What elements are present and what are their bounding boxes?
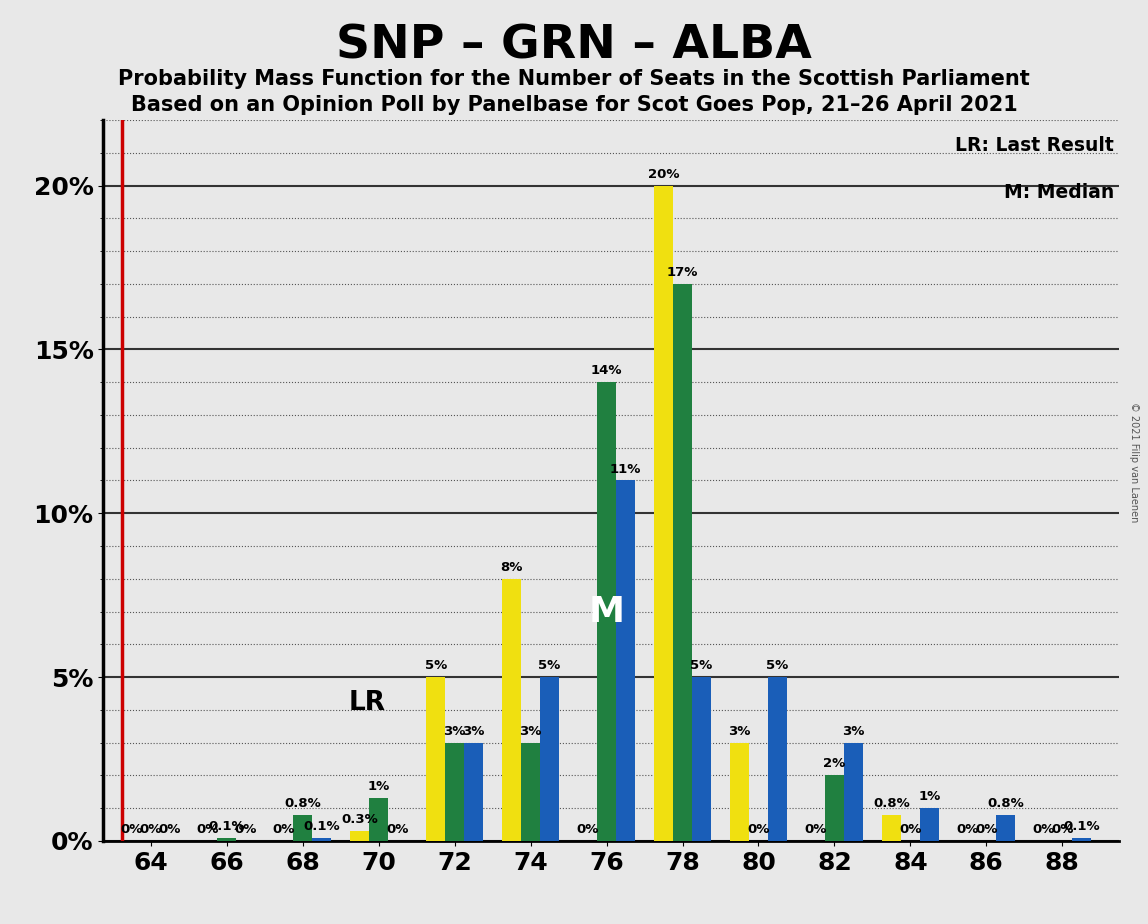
Text: 3%: 3%	[443, 724, 466, 737]
Bar	[768, 677, 788, 841]
Bar	[597, 383, 616, 841]
Bar	[370, 798, 388, 841]
Text: 3%: 3%	[843, 724, 864, 737]
Text: Based on an Opinion Poll by Panelbase for Scot Goes Pop, 21–26 April 2021: Based on an Opinion Poll by Panelbase fo…	[131, 95, 1017, 116]
Text: 0%: 0%	[576, 823, 599, 836]
Text: 0%: 0%	[140, 823, 162, 836]
Text: 0.1%: 0.1%	[303, 820, 340, 833]
Bar	[844, 743, 863, 841]
Text: 5%: 5%	[538, 659, 560, 672]
Text: 0.3%: 0.3%	[341, 813, 378, 826]
Bar	[445, 743, 464, 841]
Bar	[217, 837, 236, 841]
Text: 3%: 3%	[519, 724, 542, 737]
Text: 0.8%: 0.8%	[987, 796, 1024, 809]
Bar	[882, 815, 901, 841]
Text: 1%: 1%	[367, 781, 390, 794]
Text: 0.1%: 0.1%	[209, 820, 245, 833]
Text: 0%: 0%	[805, 823, 827, 836]
Text: 11%: 11%	[610, 463, 642, 476]
Text: SNP – GRN – ALBA: SNP – GRN – ALBA	[336, 23, 812, 68]
Bar	[1072, 837, 1091, 841]
Bar	[825, 775, 844, 841]
Text: M: M	[589, 594, 625, 628]
Text: 0%: 0%	[121, 823, 144, 836]
Text: 0%: 0%	[1032, 823, 1055, 836]
Text: 0%: 0%	[1052, 823, 1073, 836]
Text: 0%: 0%	[899, 823, 922, 836]
Text: 2%: 2%	[823, 758, 846, 771]
Bar	[350, 831, 370, 841]
Text: 1%: 1%	[918, 790, 940, 803]
Text: 0%: 0%	[272, 823, 295, 836]
Text: 0.8%: 0.8%	[285, 796, 321, 809]
Text: 17%: 17%	[667, 266, 698, 279]
Bar	[730, 743, 748, 841]
Text: 0%: 0%	[158, 823, 181, 836]
Text: 3%: 3%	[463, 724, 484, 737]
Text: 0%: 0%	[234, 823, 257, 836]
Bar	[540, 677, 559, 841]
Bar	[426, 677, 445, 841]
Bar	[920, 808, 939, 841]
Text: 0%: 0%	[747, 823, 769, 836]
Bar	[692, 677, 711, 841]
Bar	[995, 815, 1015, 841]
Bar	[312, 837, 332, 841]
Text: 3%: 3%	[728, 724, 751, 737]
Text: 0%: 0%	[387, 823, 409, 836]
Text: 14%: 14%	[591, 364, 622, 377]
Text: © 2021 Filip van Laenen: © 2021 Filip van Laenen	[1130, 402, 1139, 522]
Text: 5%: 5%	[425, 659, 447, 672]
Text: LR: Last Result: LR: Last Result	[955, 136, 1115, 155]
Bar	[654, 186, 673, 841]
Text: 8%: 8%	[501, 561, 522, 574]
Bar	[616, 480, 635, 841]
Bar	[464, 743, 483, 841]
Text: 0%: 0%	[975, 823, 998, 836]
Text: 5%: 5%	[767, 659, 789, 672]
Text: 5%: 5%	[690, 659, 713, 672]
Text: 0%: 0%	[956, 823, 978, 836]
Text: 0%: 0%	[196, 823, 219, 836]
Text: 20%: 20%	[647, 168, 680, 181]
Bar	[521, 743, 540, 841]
Text: LR: LR	[348, 690, 386, 716]
Text: Probability Mass Function for the Number of Seats in the Scottish Parliament: Probability Mass Function for the Number…	[118, 69, 1030, 90]
Bar	[673, 284, 692, 841]
Bar	[502, 578, 521, 841]
Text: 0.1%: 0.1%	[1063, 820, 1100, 833]
Bar	[293, 815, 312, 841]
Text: M: Median: M: Median	[1004, 183, 1115, 201]
Text: 0.8%: 0.8%	[872, 796, 910, 809]
